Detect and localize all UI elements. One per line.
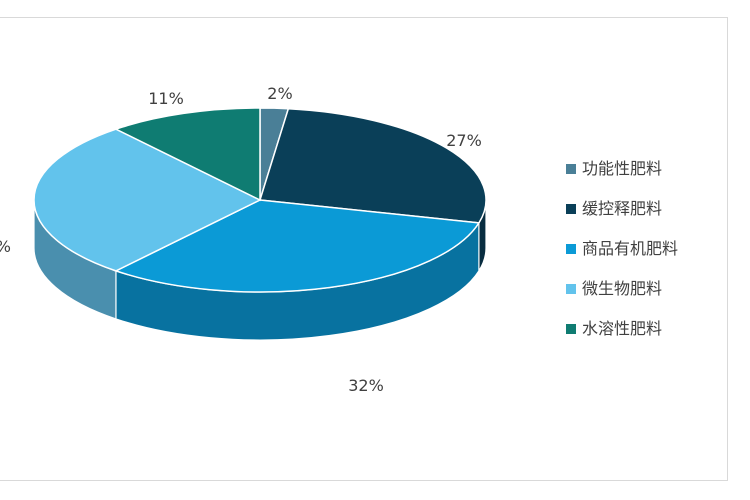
pie-slice-4[interactable] [33, 128, 262, 272]
legend-swatch-1 [566, 164, 576, 174]
legend-swatch-2 [566, 204, 576, 214]
data-label-3: 32% [348, 376, 384, 395]
legend-label-5: 水溶性肥料 [582, 319, 662, 338]
data-label-2: 27% [446, 131, 482, 150]
legend-label-4: 微生物肥料 [582, 279, 662, 298]
legend-label-1: 功能性肥料 [582, 159, 662, 178]
pie-slice-3[interactable] [113, 199, 481, 293]
data-label-1: 2% [267, 84, 292, 103]
pie-top [33, 107, 487, 293]
pie-slice-2[interactable] [259, 107, 487, 224]
legend-label-3: 商品有机肥料 [582, 239, 678, 258]
legend-swatch-5 [566, 324, 576, 334]
chart-border [0, 17, 728, 481]
legend-swatch-3 [566, 244, 576, 254]
data-label-4: 8% [0, 237, 11, 256]
legend-swatch-4 [566, 284, 576, 294]
pie-slice-5[interactable] [113, 107, 261, 202]
legend-label-2: 缓控释肥料 [582, 199, 662, 218]
data-label-5: 11% [148, 89, 184, 108]
